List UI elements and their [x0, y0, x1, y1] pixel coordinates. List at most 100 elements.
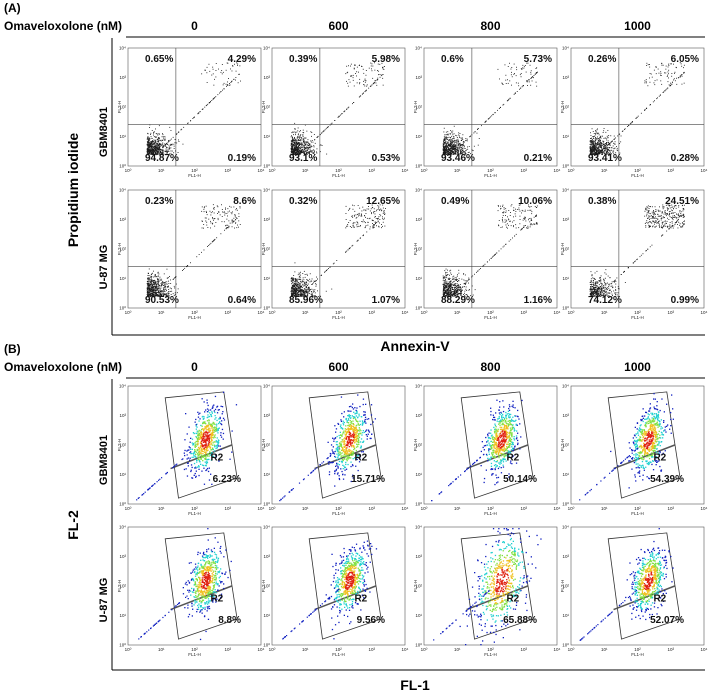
gate-outline — [164, 391, 238, 499]
panel-a-x-tick-label: 10⁴ — [402, 168, 409, 173]
panel-b-plot-frame — [570, 385, 705, 505]
panel-b-y-tick-label: 10⁴ — [562, 525, 569, 530]
quadrant-value-upper-left: 0.26% — [588, 54, 616, 65]
panel-b-x-tick-label: 10⁰ — [125, 647, 132, 652]
panel-a-row-label-gbm8401: GBM8401 — [98, 107, 110, 157]
quadrant-value-upper-left: 0.49% — [441, 196, 469, 207]
panel-a-x-tick-label: 10¹ — [302, 310, 309, 315]
panel-a-concentration-label: 800 — [480, 19, 500, 33]
panel-b-y-axis-name: FL2-H — [117, 439, 122, 452]
panel-a-x-tick-label: 10³ — [224, 168, 231, 173]
panel-a-x-tick-label: 10¹ — [158, 168, 165, 173]
panel-b-x-tick-label: 10⁴ — [701, 647, 708, 652]
panel-b-x-title: FL-1 — [400, 677, 430, 693]
panel-a-x-tick-label: 10⁴ — [554, 310, 561, 315]
panel-b-x-tick-label: 10³ — [520, 647, 527, 652]
panel-a-y-axis-name: FL2-H — [413, 243, 418, 256]
panel-b-row-label-gbm8401: GBM8401 — [98, 435, 110, 485]
panel-a-plot-frame — [570, 47, 705, 167]
panel-a-y-tick-label: 10⁰ — [415, 164, 422, 169]
panel-b-y-tick-label: 10³ — [562, 554, 569, 559]
panel-a-y-tick-label: 10⁴ — [263, 188, 270, 193]
panel-a-y-tick-label: 10³ — [263, 75, 270, 80]
quadrant-value-upper-right: 8.6% — [233, 196, 256, 207]
gate-percentage: 9.56% — [357, 615, 385, 626]
quadrant-value-lower-left: 94.87% — [145, 153, 179, 164]
gate-outline — [460, 532, 534, 640]
panel-a-plot-frame — [127, 47, 262, 167]
panel-a-row-label-u87mg: U-87 MG — [98, 245, 110, 290]
gate-outline — [607, 391, 681, 499]
panel-a-y-tick-label: 10² — [562, 247, 569, 252]
panel-a-y-tick-label: 10¹ — [415, 134, 422, 139]
panel-a-y-tick-label: 10⁴ — [263, 46, 270, 51]
quadrant-value-lower-right: 0.28% — [671, 153, 699, 164]
panel-b-concentrations: 0 600 800 1000 — [191, 360, 651, 374]
panel-a-x-tick-label: 10² — [335, 310, 342, 315]
panel-b-plot-frame — [127, 385, 262, 505]
panel-b-x-tick-label: 10² — [335, 647, 342, 652]
panel-a-x-tick-label: 10¹ — [454, 310, 461, 315]
panel-b-x-tick-label: 10¹ — [302, 647, 309, 652]
panel-b-concentration-label: 600 — [328, 360, 348, 374]
panel-b-x-tick-label: 10³ — [368, 506, 375, 511]
gate-r2-label: R2 — [210, 452, 223, 463]
panel-b-y-tick-label: 10² — [562, 584, 569, 589]
panel-a-x-tick-label: 10¹ — [601, 168, 608, 173]
panel-a-y-tick-label: 10¹ — [562, 134, 569, 139]
quadrant-value-upper-right: 5.98% — [372, 54, 400, 65]
gate-outline — [460, 391, 534, 499]
panel-b-plots: 10⁰10⁰10¹10¹10²10²10³10³10⁴10⁴FL1-HFL2-H… — [117, 384, 708, 658]
panel-b-y-tick-label: 10³ — [119, 413, 126, 418]
panel-a-y-axis-name: FL2-H — [117, 243, 122, 256]
panel-a-y-tick-label: 10⁴ — [119, 188, 126, 193]
quadrant-value-lower-left: 90.53% — [145, 295, 179, 306]
gate-percentage: 52.07% — [650, 615, 684, 626]
panel-b-x-tick-label: 10³ — [520, 506, 527, 511]
panel-b-x-tick-label: 10⁰ — [125, 506, 132, 511]
panel-b-y-tick-label: 10⁰ — [263, 643, 270, 648]
panel-b: (B) Omaveloxolone (nM) 0 600 800 1000 FL-2 … — [4, 342, 708, 693]
density-points — [579, 528, 674, 641]
quadrant-value-lower-right: 1.07% — [372, 295, 400, 306]
gate-r2-label: R2 — [354, 452, 367, 463]
panel-b-concentration-label: 1000 — [624, 360, 651, 374]
panel-a-x-tick-label: 10⁰ — [269, 310, 276, 315]
panel-a-y-tick-label: 10⁴ — [415, 188, 422, 193]
scatter-points — [442, 204, 538, 298]
density-points — [138, 528, 232, 641]
panel-a-y-tick-label: 10² — [119, 105, 126, 110]
panel-b-y-tick-label: 10⁴ — [119, 384, 126, 389]
panel-b-concentration-label: 800 — [480, 360, 500, 374]
panel-b-x-tick-label: 10⁰ — [269, 647, 276, 652]
quadrant-value-upper-left: 0.65% — [145, 54, 173, 65]
quadrant-value-upper-right: 5.73% — [524, 54, 552, 65]
panel-b-y-tick-label: 10⁰ — [119, 502, 126, 507]
panel-b-plot-frame — [271, 385, 406, 505]
panel-b-plot-frame — [423, 385, 558, 505]
panel-a-plot-frame — [271, 47, 406, 167]
panel-b-y-tick-label: 10³ — [119, 554, 126, 559]
density-points — [579, 393, 674, 501]
gate-percentage: 50.14% — [503, 474, 537, 485]
panel-a-x-tick-label: 10¹ — [601, 310, 608, 315]
panel-a-y-tick-label: 10³ — [415, 217, 422, 222]
quadrant-value-lower-right: 0.99% — [671, 295, 699, 306]
panel-a-x-axis-name: FL1-H — [631, 173, 644, 178]
panel-a-y-tick-label: 10³ — [415, 75, 422, 80]
panel-a-y-tick-label: 10⁰ — [562, 164, 569, 169]
panel-b-plot-frame — [271, 526, 406, 646]
panel-a-y-tick-label: 10¹ — [415, 276, 422, 281]
panel-a-x-tick-label: 10¹ — [454, 168, 461, 173]
gate-r2-label: R2 — [354, 593, 367, 604]
panel-b-y-tick-label: 10¹ — [562, 613, 569, 618]
panel-a-x-tick-label: 10⁴ — [402, 310, 409, 315]
panel-b-x-tick-label: 10³ — [667, 647, 674, 652]
panel-b-x-axis-name: FL1-H — [484, 511, 497, 516]
